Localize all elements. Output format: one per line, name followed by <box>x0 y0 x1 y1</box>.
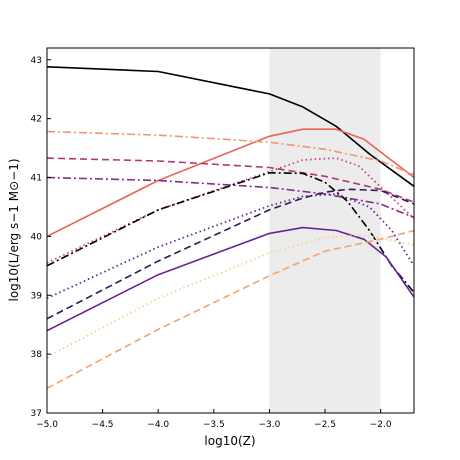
series-layer <box>47 66 414 390</box>
series-line-9 <box>47 188 414 320</box>
x-tick-label: −2.5 <box>314 420 336 430</box>
y-tick-label: 39 <box>31 291 43 301</box>
x-axis-label: log10(Z) <box>204 434 255 448</box>
x-tick-label: −5.0 <box>36 420 58 430</box>
series-line-10 <box>47 226 414 332</box>
x-tick-label: −3.0 <box>258 420 280 430</box>
series-line-2 <box>47 128 414 238</box>
y-tick-label: 38 <box>31 350 43 360</box>
y-tick-label: 43 <box>31 56 42 66</box>
series-line-7 <box>47 172 414 293</box>
y-tick-label: 41 <box>31 174 42 184</box>
y-tick-label: 37 <box>31 409 42 419</box>
y-tick-label: 40 <box>31 232 43 242</box>
x-tick-label: −3.5 <box>203 420 225 430</box>
series-line-6 <box>47 176 414 219</box>
x-tick-label: −4.5 <box>92 420 114 430</box>
x-axis-ticks: −5.0 −4.5 −4.0 −3.5 −3.0 −2.5 −2.0 <box>36 409 392 430</box>
series-line-4 <box>47 157 414 203</box>
y-tick-label: 42 <box>31 115 42 125</box>
series-line-3 <box>47 130 414 176</box>
series-line-12 <box>47 229 414 390</box>
x-tick-label: −4.0 <box>147 420 169 430</box>
series-line-5 <box>47 157 414 264</box>
series-line-1 <box>47 66 414 187</box>
y-axis-ticks: 37 38 39 40 41 42 43 <box>31 56 51 419</box>
y-axis-label: log10(L/erg s−1 M⊙−1) <box>7 158 21 301</box>
x-tick-label: −2.0 <box>370 420 392 430</box>
plot-frame <box>46 47 415 414</box>
